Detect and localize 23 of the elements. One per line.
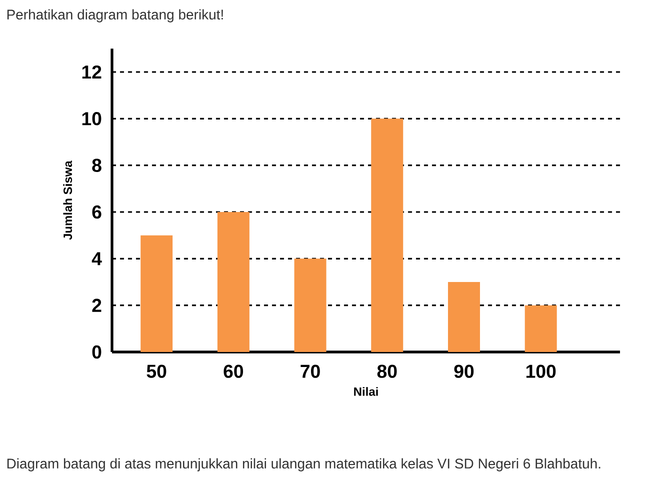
y-tick-label: 2 [92, 298, 102, 312]
bar [140, 235, 173, 352]
bar [524, 305, 557, 352]
x-tick-label: 60 [224, 364, 244, 378]
x-tick-label: 100 [526, 364, 556, 378]
y-axis-title: Jumlah Siswa [63, 160, 72, 240]
y-tick-label: 0 [92, 345, 102, 359]
x-axis-title: Nilai [354, 387, 378, 396]
y-tick-label: 8 [92, 158, 102, 172]
y-tick-label: 6 [92, 205, 102, 219]
bar [217, 212, 250, 352]
bar [294, 258, 326, 352]
chart-title: Perhatikan diagram batang berikut! [7, 9, 223, 22]
x-tick-label: 80 [377, 364, 397, 378]
bar [448, 282, 480, 352]
y-tick-label: 4 [92, 252, 102, 266]
x-tick-label: 90 [454, 364, 474, 378]
y-tick-label: 12 [82, 65, 102, 79]
x-tick-label: 50 [146, 364, 166, 378]
bar [371, 118, 404, 352]
x-tick-label: 70 [300, 364, 320, 378]
y-tick-label: 10 [82, 112, 102, 126]
text: Diagram batang di atas menunjukkan nilai ulangan matematika kelas VI SD Negeri 6 Blahbatuh. [7, 458, 600, 472]
